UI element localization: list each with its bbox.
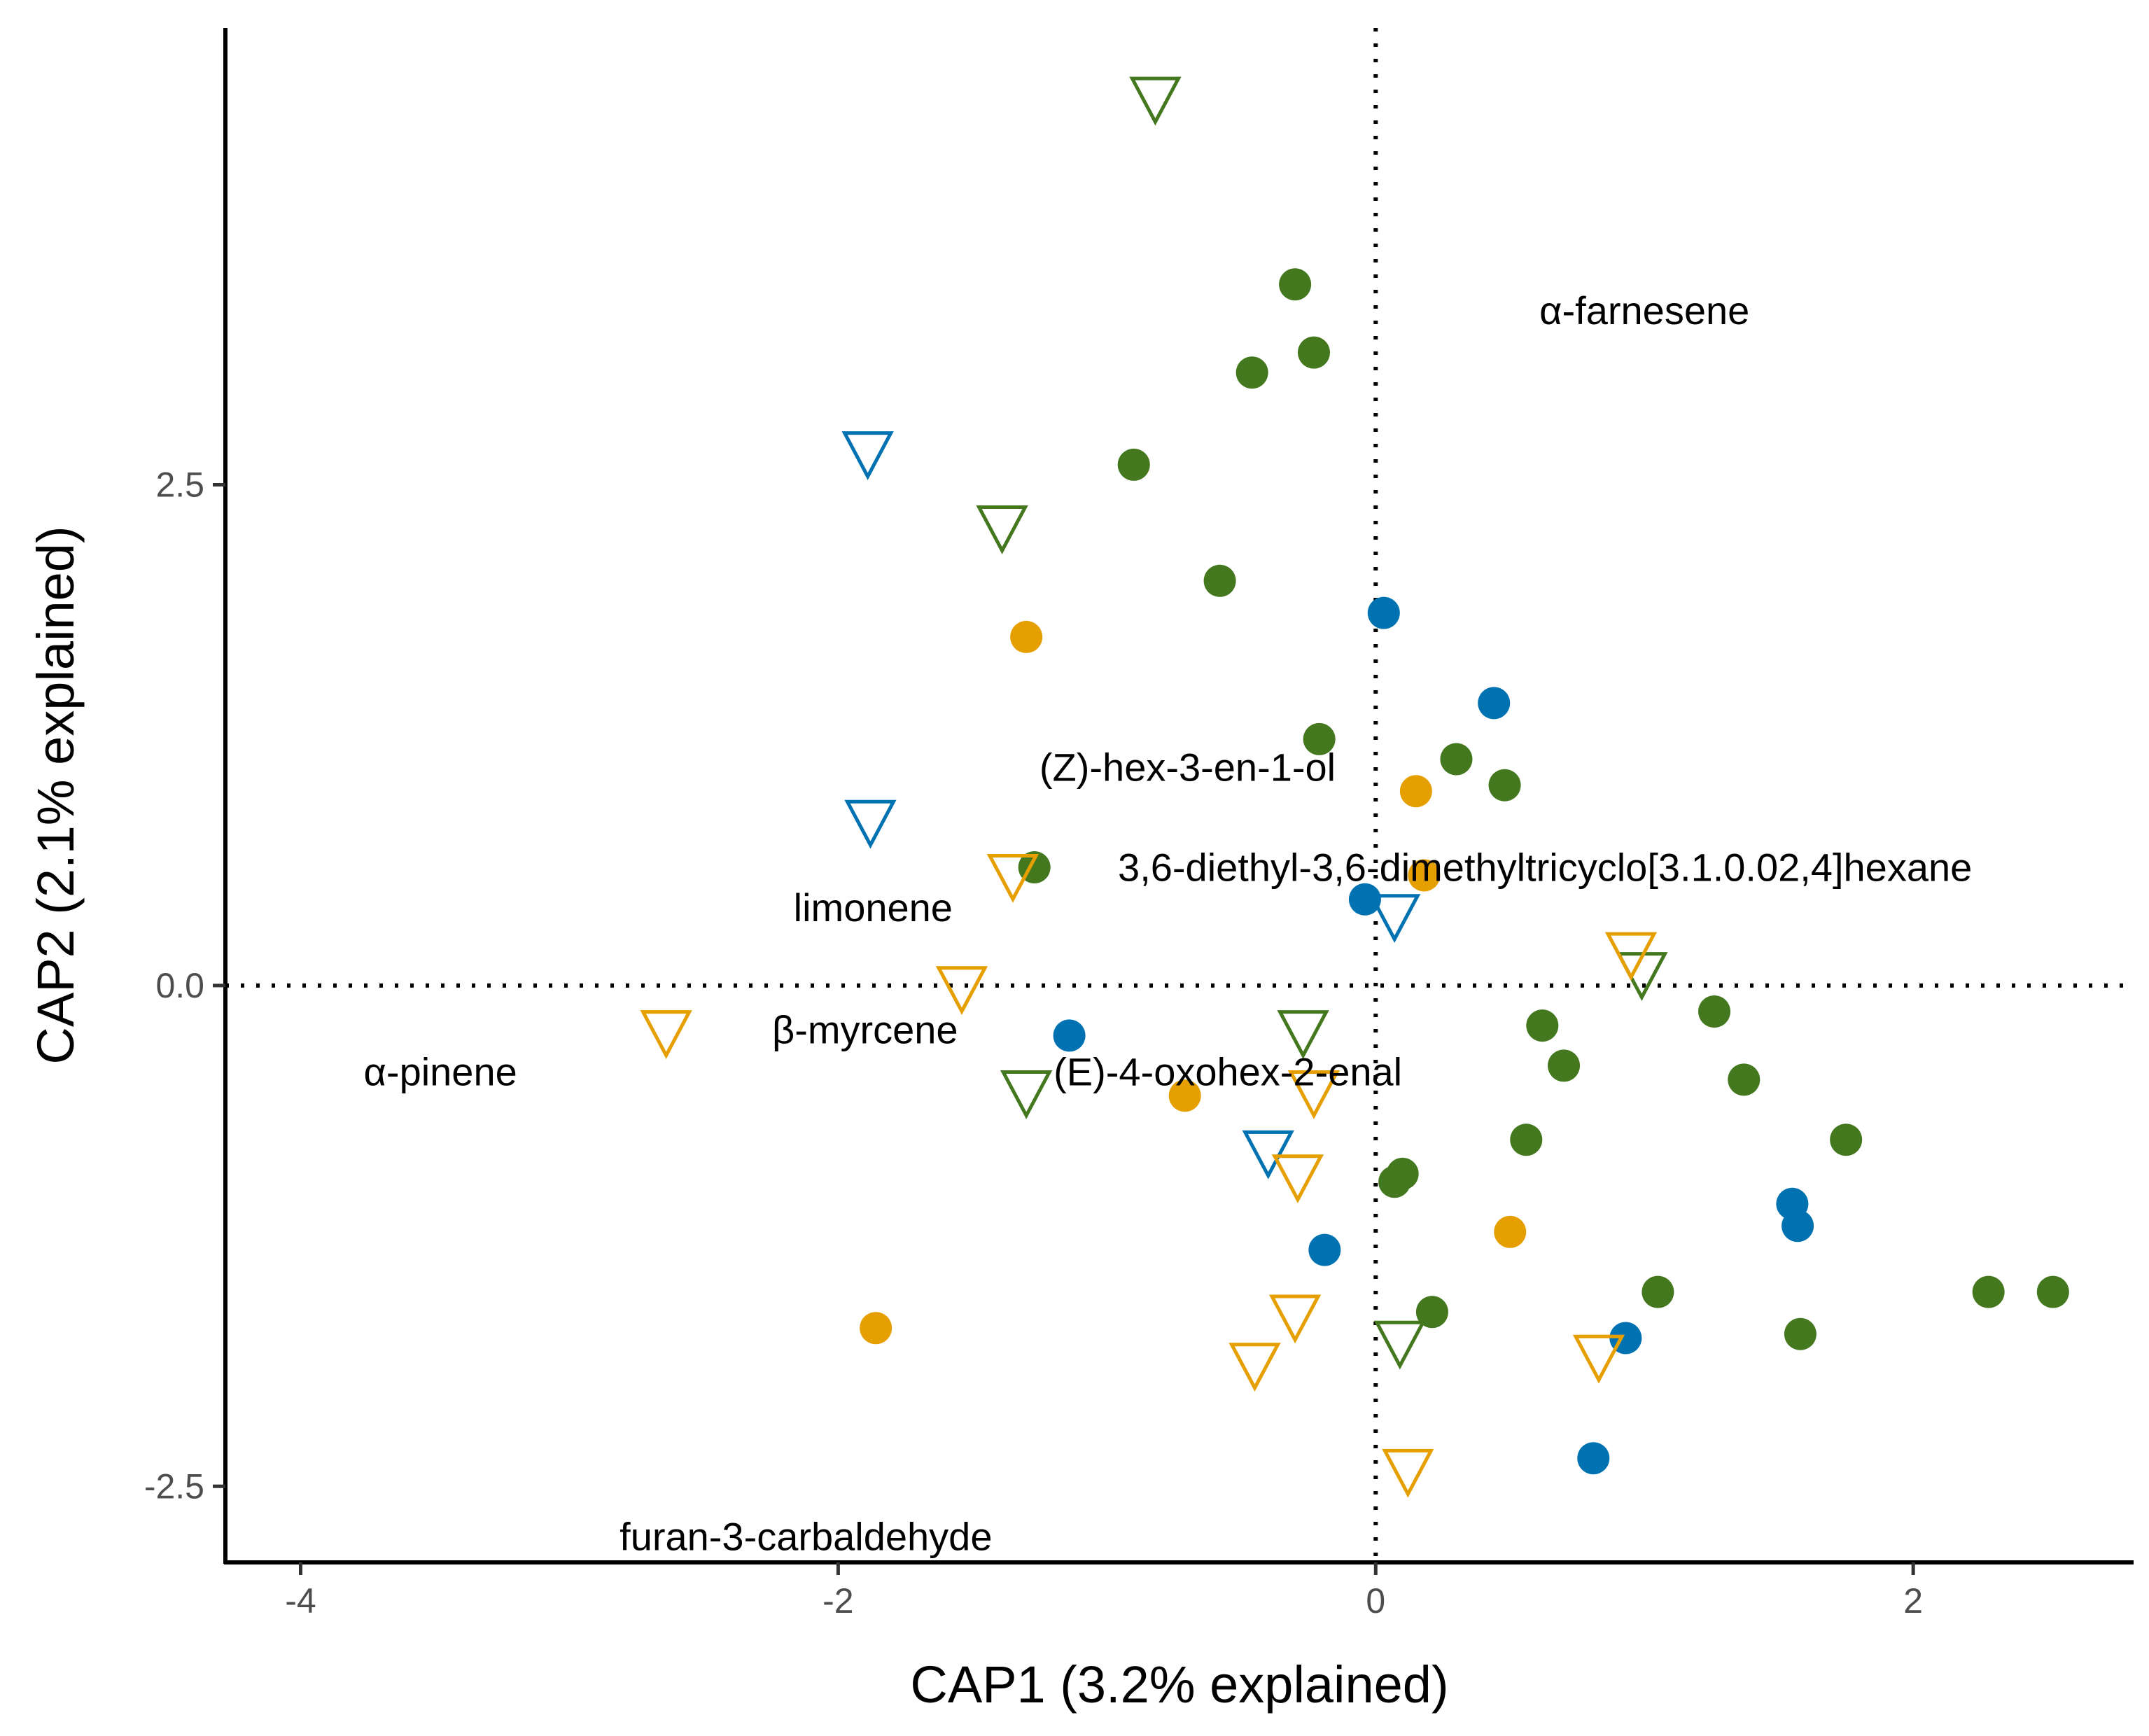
variable-label: (E)-4-oxohex-2-enal: [1054, 1049, 1402, 1093]
point-green-circle: [1488, 769, 1521, 802]
point-blue-triangle: [1368, 894, 1421, 944]
point-green-circle: [1972, 1275, 2005, 1308]
point-orange-circle: [1494, 1215, 1527, 1248]
point-orange-circle: [1010, 620, 1043, 653]
x-axis-title: CAP1 (3.2% explained): [910, 1656, 1448, 1714]
point-orange-circle: [860, 1312, 892, 1345]
point-blue-circle: [1348, 883, 1381, 916]
point-orange-triangle: [986, 853, 1040, 903]
point-orange-triangle: [1604, 932, 1658, 981]
point-green-circle: [1378, 1166, 1411, 1198]
point-orange-triangle: [935, 966, 988, 1016]
point-green-circle: [1784, 1317, 1816, 1350]
point-orange-triangle: [1271, 1154, 1324, 1204]
point-green-circle: [1548, 1049, 1581, 1082]
point-green-circle: [1440, 743, 1473, 776]
point-green-triangle: [976, 505, 1028, 554]
variable-label: furan-3-carbaldehyde: [620, 1514, 992, 1558]
y-axis-title: CAP2 (2.1% explained): [27, 526, 85, 1064]
y-tick-label: 2.5: [155, 465, 204, 504]
point-orange-triangle: [1268, 1294, 1322, 1344]
x-tick-label: 2: [1903, 1581, 1923, 1620]
point-orange-triangle: [1382, 1448, 1434, 1498]
point-green-circle: [2036, 1275, 2069, 1308]
point-blue-triangle: [841, 431, 894, 480]
axes: -4 -2 0 2 -2.5 0.0 2.5: [144, 28, 2134, 1620]
point-orange-triangle: [1287, 1070, 1340, 1119]
y-tick-label: -2.5: [144, 1466, 204, 1506]
point-green-circle: [1698, 995, 1731, 1028]
point-green-circle: [1728, 1063, 1760, 1096]
point-green-triangle: [1000, 1070, 1053, 1119]
point-green-circle: [1303, 722, 1336, 755]
point-blue-circle: [1367, 596, 1400, 629]
point-green-circle: [1642, 1275, 1674, 1308]
point-green-circle: [1830, 1124, 1863, 1156]
point-green-circle: [1236, 356, 1268, 389]
point-green-circle: [1510, 1124, 1543, 1156]
point-green-triangle: [1129, 76, 1182, 126]
variable-label: limonene: [794, 886, 953, 930]
point-green-circle: [1203, 564, 1236, 597]
point-blue-circle: [1577, 1442, 1610, 1475]
point-green-circle: [1117, 448, 1150, 481]
point-green-circle: [1526, 1009, 1559, 1042]
variable-labels: α-farnesene (Z)-hex-3-en-1-ol 3,6-diethyl-…: [364, 288, 1973, 1558]
x-tick-label: -2: [822, 1581, 853, 1620]
point-green-circle: [1297, 336, 1330, 369]
point-blue-circle: [1478, 687, 1511, 720]
variable-label: β-myrcene: [772, 1007, 958, 1051]
point-blue-triangle: [844, 799, 897, 849]
point-green-circle: [1279, 268, 1312, 301]
point-blue-circle: [1053, 1019, 1086, 1052]
x-tick-label: 0: [1366, 1581, 1385, 1620]
point-blue-triangle: [1242, 1130, 1294, 1180]
point-orange-triangle: [640, 1010, 692, 1059]
variable-label: 3,6-diethyl-3,6-dimethyltricyclo[3.1.0.0…: [1118, 846, 1972, 890]
variable-label: α-farnesene: [1539, 288, 1749, 332]
point-green-triangle: [1373, 1320, 1426, 1370]
point-orange-triangle: [1572, 1334, 1625, 1384]
point-green-circle: [1415, 1296, 1448, 1329]
point-orange-triangle: [1228, 1343, 1281, 1392]
point-orange-circle: [1399, 775, 1432, 808]
data-points: [640, 76, 2069, 1498]
variable-label: α-pinene: [364, 1049, 517, 1093]
variable-label: (Z)-hex-3-en-1-ol: [1040, 745, 1336, 789]
y-tick-label: 0.0: [155, 966, 204, 1005]
point-orange-circle: [1408, 859, 1441, 892]
point-blue-circle: [1782, 1210, 1814, 1242]
point-green-triangle: [1277, 1010, 1329, 1059]
reference-lines: [225, 28, 2134, 1562]
point-orange-circle: [1168, 1079, 1201, 1112]
point-blue-circle: [1308, 1233, 1341, 1266]
x-tick-label: -4: [285, 1581, 316, 1620]
